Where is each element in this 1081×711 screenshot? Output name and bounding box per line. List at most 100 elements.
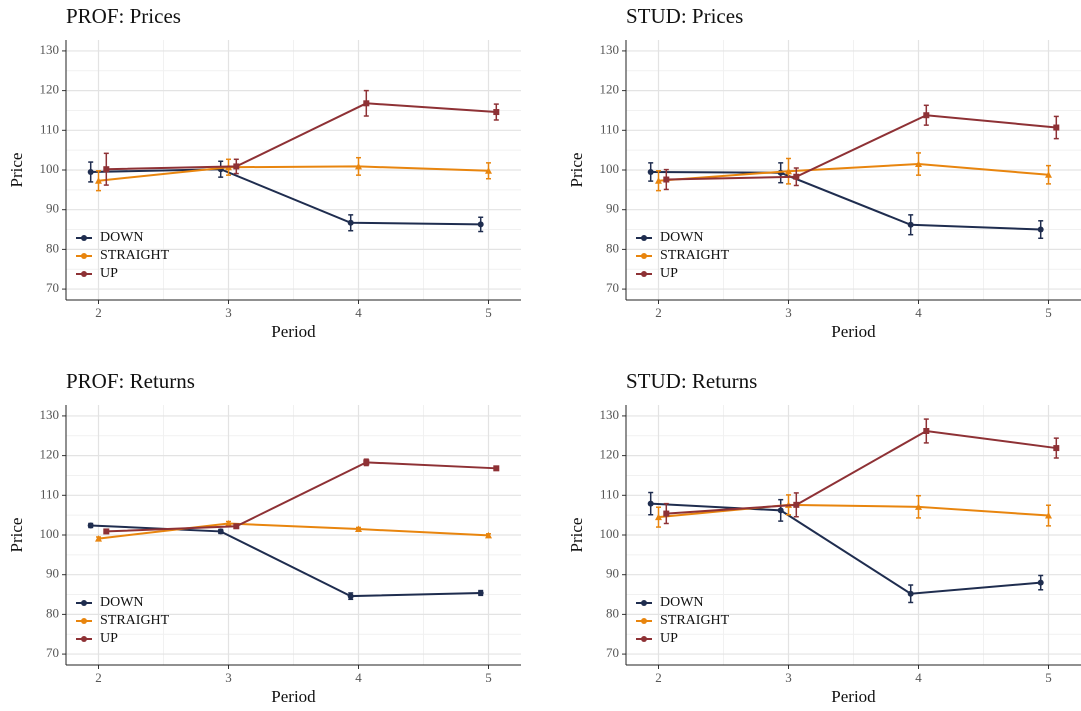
y-axis-label: Price [567,153,586,188]
point [793,501,800,508]
y-tick-label: 100 [40,526,60,541]
point [493,109,500,116]
series-line [666,114,1057,181]
point [95,177,102,184]
point [663,510,670,517]
x-axis-label: Period [271,687,316,706]
point [1053,124,1060,131]
chart-title: PROF: Returns [66,369,195,393]
y-tick-label: 110 [600,121,619,136]
point [785,167,792,175]
chart-title: STUD: Returns [626,369,757,393]
y-tick-label: 120 [40,82,60,97]
point [655,177,662,184]
x-tick-label: 4 [915,670,922,685]
point [1045,171,1052,178]
legend-label: STRAIGHT [660,613,730,628]
x-tick-label: 3 [785,305,792,320]
point [103,528,110,535]
x-tick-label: 4 [355,670,362,685]
point [655,513,662,521]
point [363,459,370,466]
legend-marker [81,235,87,241]
point [217,528,224,535]
y-tick-label: 100 [600,526,620,541]
series-line [650,170,1041,231]
y-tick-label: 110 [600,486,619,501]
series-line [650,502,1041,595]
x-tick-label: 5 [485,305,492,320]
series-line [98,165,489,182]
legend-label: DOWN [660,230,704,245]
legend-marker [641,618,647,624]
legend-label: UP [100,266,118,281]
legend-marker [641,271,647,277]
point [1037,226,1044,233]
x-axis-label: Period [831,687,876,706]
y-tick-label: 120 [600,447,620,462]
point [347,219,354,226]
y-tick-label: 70 [606,645,619,660]
series-line [90,524,481,598]
x-tick-label: 5 [1045,670,1052,685]
point [663,176,670,183]
x-tick-label: 3 [225,670,232,685]
legend-label: UP [660,631,678,646]
y-tick-label: 80 [46,240,59,255]
legend-marker [641,600,647,606]
point [923,428,930,434]
point [87,522,94,529]
point [233,523,240,530]
chart-title: PROF: Prices [66,4,181,28]
y-tick-label: 130 [600,42,620,57]
point [95,535,102,542]
point [103,166,110,173]
series-line [98,522,489,540]
point [915,503,922,510]
y-tick-label: 110 [40,121,59,136]
point [793,173,800,180]
x-axis-label: Period [831,322,876,341]
x-tick-label: 3 [225,305,232,320]
y-tick-label: 100 [600,161,620,176]
legend-label: DOWN [100,595,144,610]
point [1045,512,1052,519]
series-line [106,461,497,533]
x-tick-label: 5 [1045,305,1052,320]
legend-label: STRAIGHT [100,248,170,263]
point [477,589,484,596]
point [485,531,492,539]
x-tick-label: 2 [95,670,102,685]
legend-marker [81,636,87,642]
x-tick-label: 4 [355,305,362,320]
y-tick-label: 70 [46,280,59,295]
y-tick-label: 90 [606,201,619,216]
y-tick-label: 80 [606,240,619,255]
y-tick-label: 130 [600,407,620,422]
point [363,100,370,107]
legend-label: STRAIGHT [100,613,170,628]
point [225,519,232,527]
point [647,500,654,507]
y-tick-label: 120 [40,447,60,462]
series-line [90,168,481,226]
point [87,168,94,175]
y-axis-label: Price [567,518,586,553]
y-axis-label: Price [7,153,26,188]
chart-title: STUD: Prices [626,4,743,28]
y-tick-label: 130 [40,407,60,422]
legend-label: UP [100,631,118,646]
legend-marker [81,253,87,259]
x-tick-label: 4 [915,305,922,320]
point [907,590,914,597]
y-tick-label: 80 [46,605,59,620]
x-tick-label: 2 [655,305,662,320]
point [907,221,914,228]
point [777,507,784,514]
y-tick-label: 70 [46,645,59,660]
point [1053,445,1060,452]
y-tick-label: 130 [40,42,60,57]
x-tick-label: 5 [485,670,492,685]
legend-label: DOWN [660,595,704,610]
point [923,112,930,119]
